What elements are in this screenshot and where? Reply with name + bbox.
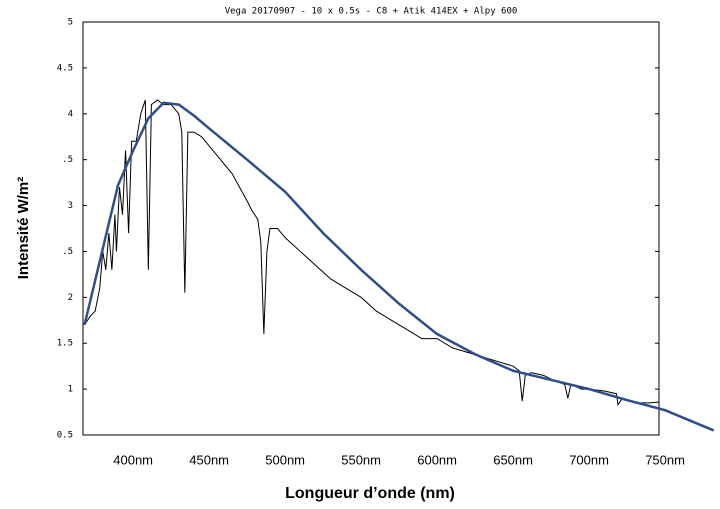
y-tick-label: 3 (68, 201, 73, 211)
chart-title: Vega 20170907 - 10 x 0.5s - C8 + Atik 41… (225, 7, 518, 17)
x-axis-label: Longueur d’onde (nm) (285, 485, 455, 502)
y-tick-label: 5 (68, 18, 73, 28)
y-axis-label: Intensité W/m² (15, 177, 32, 280)
x-tick-label: 650nm (493, 452, 533, 467)
series-line (84, 99, 660, 407)
plot-frame (82, 21, 660, 436)
x-tick-label: 550nm (341, 452, 381, 467)
x-tick-label: 600nm (417, 452, 457, 467)
y-tick-label: .5 (62, 155, 73, 165)
x-tick-label: 450nm (189, 452, 229, 467)
x-tick-label: 500nm (265, 452, 305, 467)
y-tick-label: 1 (68, 385, 73, 395)
series-line (83, 101, 715, 432)
x-tick-label: 400nm (113, 452, 153, 467)
x-tick-label: 700nm (569, 452, 609, 467)
y-tick-label: 1.5 (57, 339, 73, 349)
y-tick-label: 0.5 (57, 431, 73, 441)
y-tick-label: .5 (62, 247, 73, 257)
y-tick-label: 4 (68, 109, 73, 119)
y-tick-label: 4.5 (57, 63, 73, 73)
x-tick-label: 750nm (645, 452, 685, 467)
y-tick-label: 2 (68, 293, 73, 303)
